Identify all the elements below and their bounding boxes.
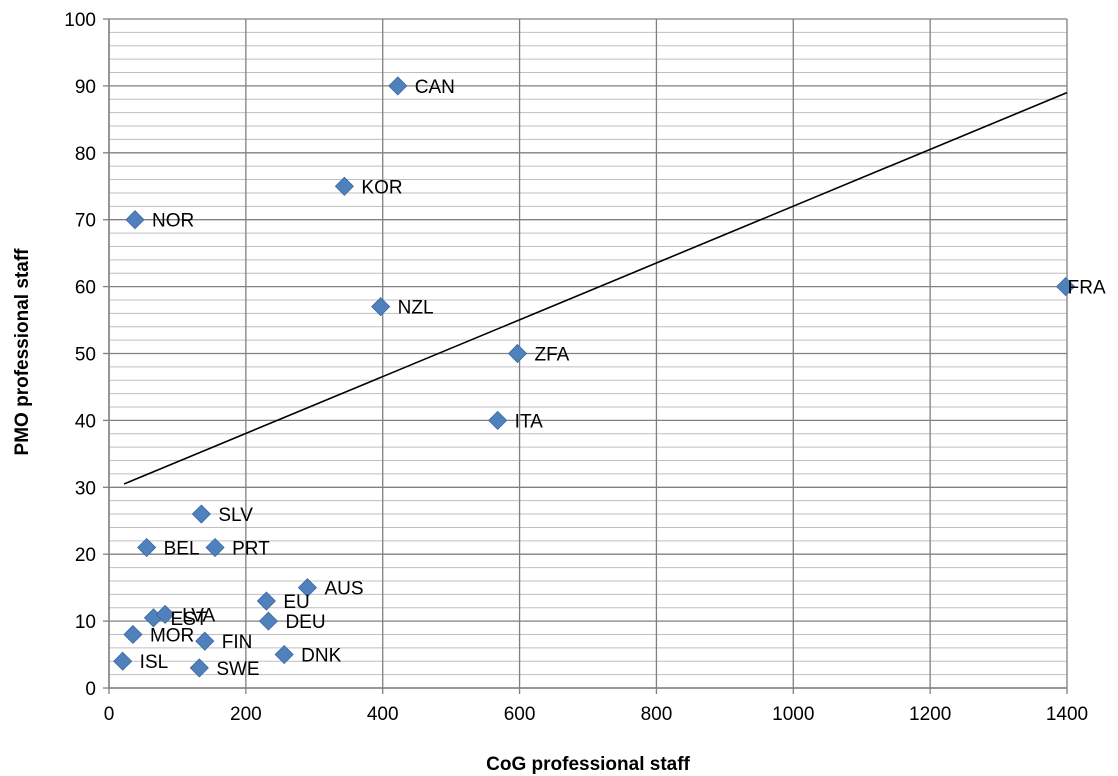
- data-point-aus: [297, 578, 318, 598]
- y-tick-label: 20: [75, 545, 96, 566]
- point-label-mor: MOR: [150, 625, 194, 646]
- y-axis-title: PMO professional staff: [12, 248, 33, 456]
- x-tick-labels: 0 200 400 600 800 1000 1200 1400: [104, 704, 1088, 725]
- data-point-zfa: [507, 343, 528, 364]
- data-point-fin: [195, 631, 215, 651]
- point-label-fin: FIN: [222, 632, 253, 653]
- y-tick-label: 10: [75, 612, 96, 633]
- point-label-isl: ISL: [140, 652, 169, 673]
- x-tick-label: 200: [230, 704, 262, 725]
- data-point-nor: [125, 210, 145, 230]
- y-tick-label: 100: [64, 10, 96, 31]
- y-tick-labels: 0 10 20 30 40 50 60 70 80 90 100: [64, 10, 96, 700]
- x-tick-label: 0: [104, 704, 115, 725]
- point-label-ita: ITA: [515, 411, 543, 432]
- point-label-dnk: DNK: [301, 646, 341, 667]
- data-point-prt: [205, 537, 225, 558]
- y-tick-label: 30: [75, 478, 96, 499]
- data-point-can: [388, 76, 408, 96]
- data-point-slv: [191, 504, 211, 524]
- data-point-bel: [137, 537, 157, 558]
- data-point-fra: [1056, 277, 1076, 297]
- point-label-kor: KOR: [361, 177, 402, 198]
- data-point-deu: [258, 611, 279, 631]
- point-label-lva: LVA: [182, 605, 215, 626]
- major-gridlines: [108, 18, 1068, 689]
- point-label-eu: EU: [283, 592, 309, 613]
- data-point-swe: [189, 658, 209, 678]
- x-axis-title: CoG professional staff: [486, 754, 690, 775]
- y-tick-label: 40: [75, 411, 96, 432]
- data-point-eu: [256, 591, 276, 611]
- x-tick-label: 400: [367, 704, 399, 725]
- data-point-nzl: [371, 297, 391, 317]
- data-point-lva: [155, 604, 175, 624]
- point-label-zfa: ZFA: [535, 345, 570, 366]
- x-tick-label: 800: [641, 704, 673, 725]
- y-tick-label: 0: [85, 679, 96, 700]
- point-label-nzl: NZL: [398, 298, 434, 319]
- point-label-prt: PRT: [232, 539, 270, 560]
- axes: [103, 18, 1068, 694]
- y-tick-label: 80: [75, 144, 96, 165]
- trendline: [123, 91, 1068, 485]
- x-tick-label: 1200: [909, 704, 951, 725]
- data-points: [113, 76, 1076, 678]
- data-point-dnk: [274, 644, 294, 665]
- y-tick-label: 90: [75, 77, 96, 98]
- y-tick-label: 70: [75, 211, 96, 232]
- point-label-deu: DEU: [285, 612, 325, 633]
- point-labels: CAN KOR NOR FRA NZL ZFA ITA SLV BEL PRT AUS EU ESTLV…: [140, 77, 1106, 680]
- data-point-isl: [113, 651, 133, 671]
- point-label-can: CAN: [415, 77, 455, 98]
- point-label-bel: BEL: [164, 539, 200, 560]
- x-tick-label: 1400: [1046, 704, 1088, 725]
- point-label-fra: FRA: [1068, 278, 1106, 299]
- point-label-swe: SWE: [216, 659, 259, 680]
- x-tick-label: 1000: [772, 704, 814, 725]
- point-label-aus: AUS: [324, 579, 363, 600]
- y-tick-label: 60: [75, 278, 96, 299]
- point-label-slv: SLV: [218, 505, 253, 526]
- point-label-est: EST: [170, 609, 207, 630]
- data-point-mor: [123, 624, 143, 645]
- trendline-segment: [123, 91, 1068, 485]
- x-tick-label: 600: [504, 704, 536, 725]
- data-point-ita: [488, 410, 508, 430]
- data-point-kor: [334, 176, 354, 196]
- y-tick-label: 50: [75, 345, 96, 366]
- point-label-nor: NOR: [152, 211, 194, 232]
